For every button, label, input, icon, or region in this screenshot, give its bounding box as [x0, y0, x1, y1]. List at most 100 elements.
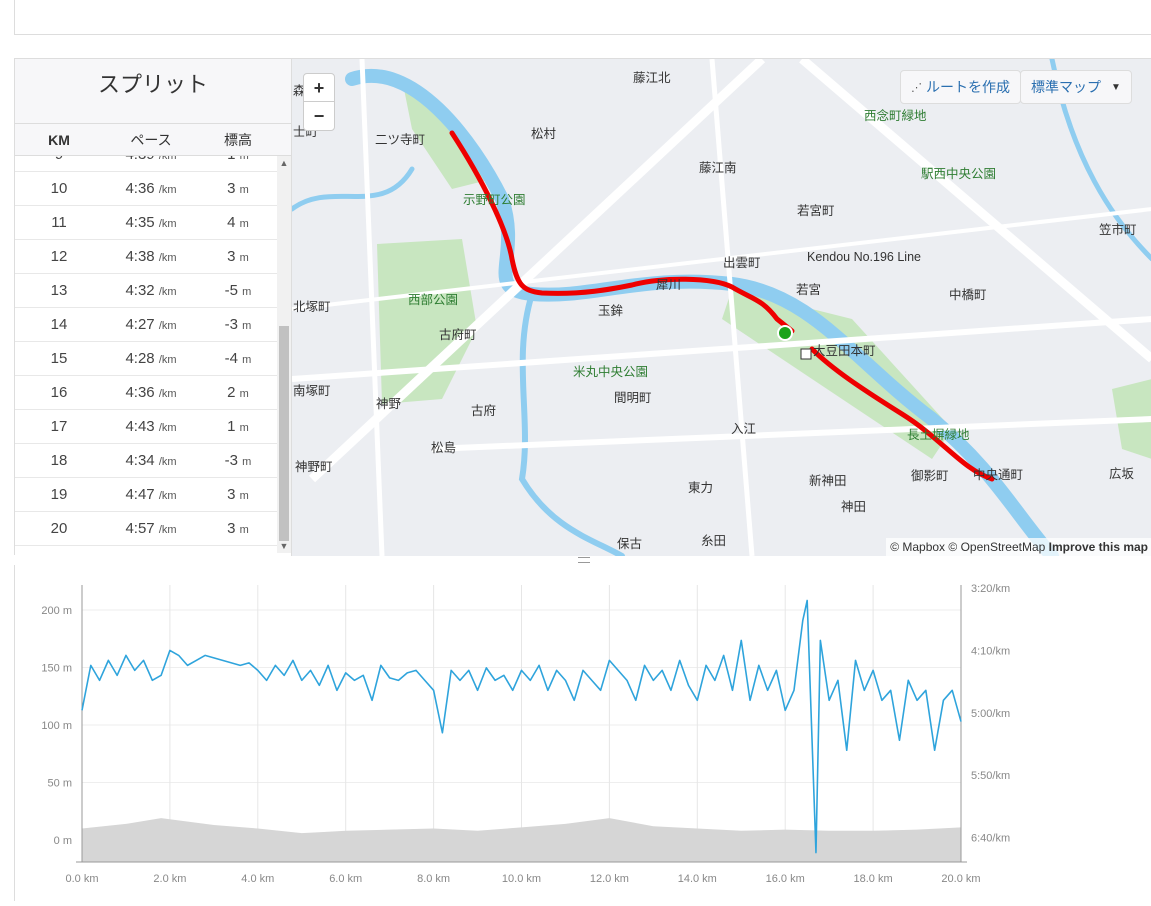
split-pace: 4:34 /km	[125, 452, 177, 469]
split-pace: 4:27 /km	[125, 316, 177, 333]
split-km: 11	[51, 214, 67, 231]
split-elevation: 1 m	[227, 156, 249, 163]
split-row[interactable]: 18 4:34 /km -3 m	[15, 444, 277, 478]
map-place-label: 二ツ寺町	[375, 133, 426, 147]
park-seibu	[377, 239, 477, 404]
map-place-label: 南塚町	[293, 384, 331, 398]
map-place-label: 広坂	[1109, 467, 1135, 481]
map-place-label: 示野町公園	[463, 193, 526, 207]
map-place-label: 笠市町	[1099, 223, 1137, 237]
improve-map-link[interactable]: Improve this map	[1048, 540, 1148, 554]
splits-list[interactable]: 9 4:39 /km 1 m10 4:36 /km 3 m11 4:35 /km…	[15, 156, 277, 553]
split-km: 16	[50, 384, 68, 401]
zoom-control: + −	[303, 73, 335, 131]
split-km: 15	[50, 350, 68, 367]
map-place-label: 東力	[688, 481, 714, 495]
road-mid	[292, 207, 1151, 311]
split-km: 12	[50, 248, 68, 265]
split-elevation: 3 m	[227, 248, 249, 265]
split-row[interactable]: 11 4:35 /km 4 m	[15, 206, 277, 240]
split-elevation: 4 m	[227, 214, 249, 231]
y-left-tick-label: 150 m	[41, 663, 72, 675]
scrollbar[interactable]: ▲ ▼	[277, 156, 291, 553]
split-row[interactable]: 10 4:36 /km 3 m	[15, 172, 277, 206]
map-place-label: 駅西中央公園	[921, 167, 997, 181]
x-tick-label: 4.0 km	[241, 873, 274, 885]
zoom-out-button[interactable]: −	[313, 106, 325, 126]
x-tick-label: 6.0 km	[329, 873, 362, 885]
y-left-tick-label: 0 m	[54, 835, 72, 847]
road-ns	[709, 59, 755, 556]
pace-line	[81, 599, 962, 854]
splits-header: KM ペース 標高	[15, 124, 291, 156]
activity-panel: スプリット KM ペース 標高 9 4:39 /km 1 m10 4:36 /k…	[14, 58, 1151, 556]
map-place-label: 若宮	[796, 283, 822, 297]
map-place-label: 松島	[431, 441, 457, 455]
split-km: 20	[50, 520, 68, 537]
split-row[interactable]: 15 4:28 /km -4 m	[15, 342, 277, 376]
scroll-up-icon[interactable]: ▲	[279, 158, 289, 168]
map-place-label: 入江	[731, 422, 757, 436]
header-elevation: 標高	[224, 131, 252, 148]
create-route-button[interactable]: ⋰ ルートを作成	[900, 70, 1021, 104]
split-elevation: -3 m	[224, 452, 252, 469]
scroll-down-icon[interactable]: ▼	[279, 541, 289, 551]
map-place-label: 中橋町	[949, 288, 987, 302]
road-northeast	[799, 59, 1151, 363]
map-place-label: 保古	[617, 537, 643, 551]
split-row[interactable]: 12 4:38 /km 3 m	[15, 240, 277, 274]
canal	[292, 166, 415, 212]
split-pace: 4:36 /km	[125, 384, 177, 401]
y-left-tick-label: 100 m	[41, 720, 72, 732]
header-pace: ペース	[130, 131, 172, 148]
road-bypass	[308, 59, 766, 483]
split-pace: 4:35 /km	[125, 214, 177, 231]
split-row[interactable]: 13 4:32 /km -5 m	[15, 274, 277, 308]
map-place-label: 玉鉾	[598, 304, 624, 318]
scrollbar-thumb[interactable]	[279, 326, 289, 541]
split-elevation: 3 m	[227, 520, 249, 537]
split-row[interactable]: 14 4:27 /km -3 m	[15, 308, 277, 342]
map-place-label: 新神田	[809, 474, 847, 488]
osm-link[interactable]: © OpenStreetMap	[948, 540, 1046, 554]
map-place-label: 犀川	[656, 278, 682, 292]
map-place-label: 若宮町	[797, 204, 835, 218]
split-row[interactable]: 9 4:39 /km 1 m	[15, 156, 277, 172]
splits-panel: スプリット KM ペース 標高 9 4:39 /km 1 m10 4:36 /k…	[15, 59, 292, 556]
caret-down-icon: ▼	[1111, 81, 1121, 93]
map-style-dropdown[interactable]: 標準マップ ▼	[1020, 70, 1132, 104]
map-place-label: 北塚町	[293, 300, 331, 314]
split-elevation: 2 m	[227, 384, 249, 401]
split-pace: 4:39 /km	[125, 156, 177, 163]
zoom-in-button[interactable]: +	[304, 74, 334, 102]
resize-handle[interactable]	[578, 557, 590, 563]
start-marker[interactable]	[777, 325, 793, 341]
split-pace: 4:47 /km	[125, 486, 177, 503]
map-place-label: 森	[293, 84, 306, 98]
river-branch	[518, 291, 625, 556]
map-place-label: 間明町	[614, 391, 652, 405]
split-row[interactable]: 20 4:57 /km 3 m	[15, 512, 277, 546]
split-km: 10	[50, 180, 68, 197]
finish-flag-icon[interactable]	[800, 348, 812, 360]
map-attribution: © Mapbox © OpenStreetMap Improve this ma…	[886, 538, 1151, 556]
split-pace: 4:32 /km	[125, 282, 177, 299]
mapbox-link[interactable]: © Mapbox	[890, 540, 946, 554]
split-pace: 4:43 /km	[125, 418, 177, 435]
split-row[interactable]: 16 4:36 /km 2 m	[15, 376, 277, 410]
x-tick-label: 18.0 km	[854, 873, 893, 885]
map[interactable]: 藤江北 西念町緑地 二ツ寺町 松村 藤江南 駅西中央公園 示野町公園 若宮町 笠市町 出雲町 Ken…	[292, 59, 1151, 556]
y-right-tick-label: 5:00/km	[971, 708, 1010, 720]
x-tick-label: 16.0 km	[766, 873, 805, 885]
x-tick-label: 2.0 km	[153, 873, 186, 885]
map-place-label: 西部公園	[408, 293, 459, 307]
y-left-tick-label: 200 m	[41, 605, 72, 617]
split-row[interactable]: 19 4:47 /km 3 m	[15, 478, 277, 512]
splits-title: スプリット	[15, 59, 291, 124]
pace-elevation-chart[interactable]: 0.0 km 2.0 km 4.0 km 6.0 km 8.0 km 10.0 km 12.…	[15, 565, 1151, 901]
split-row[interactable]: 17 4:43 /km 1 m	[15, 410, 277, 444]
split-elevation: 1 m	[227, 418, 249, 435]
y-right-tick-label: 4:10/km	[971, 645, 1010, 657]
map-place-label: 藤江南	[699, 161, 737, 175]
split-km: 17	[50, 418, 68, 435]
